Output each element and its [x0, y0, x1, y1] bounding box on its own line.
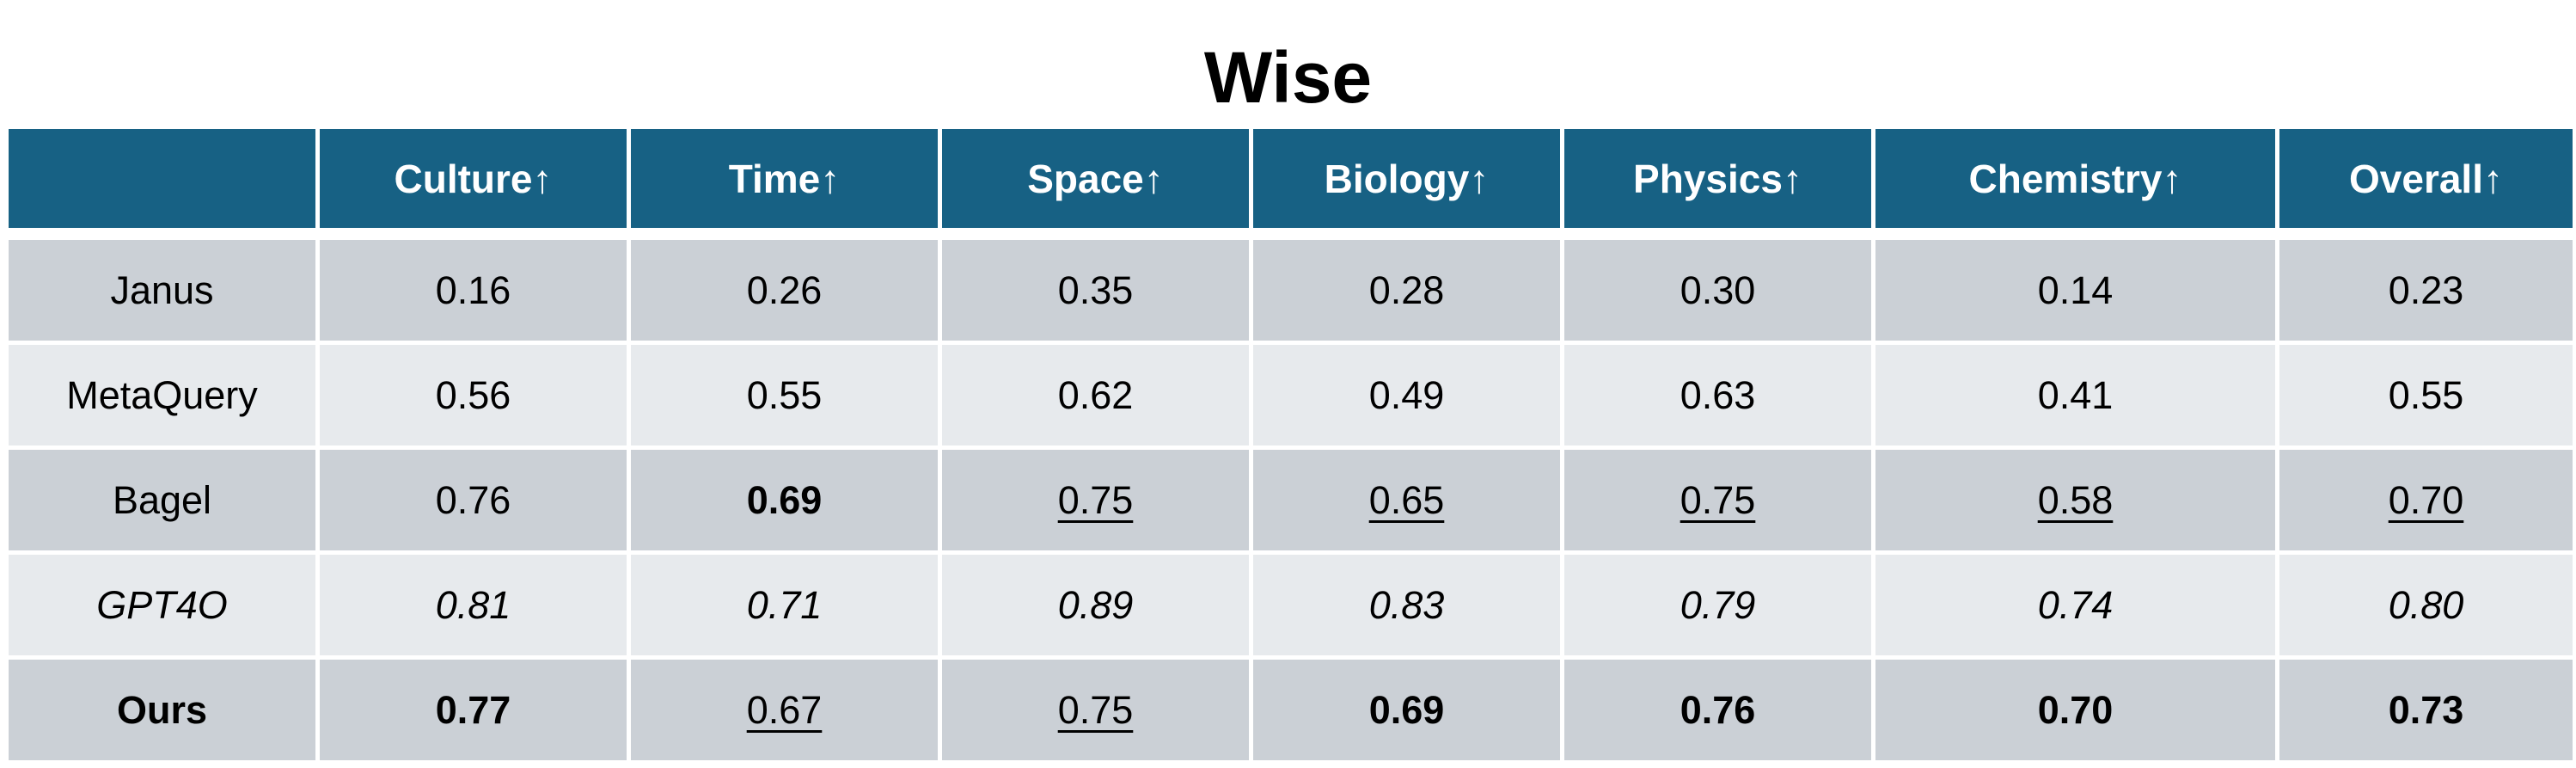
- score-cell: 0.62: [938, 341, 1253, 450]
- score-value: 0.75: [1057, 687, 1134, 732]
- results-table: Culture↑ Time↑ Space↑ Biology↑ Physics↑ Chemi…: [4, 125, 2576, 765]
- score-value: 0.74: [2037, 582, 2114, 627]
- model-name-cell: MetaQuery: [4, 341, 320, 450]
- score-value: 0.81: [435, 582, 511, 627]
- model-name-cell: Bagel: [4, 445, 320, 555]
- score-value: 0.58: [2037, 477, 2114, 522]
- score-cell: 0.49: [1249, 341, 1564, 450]
- header-cell-1: Culture↑: [315, 125, 631, 237]
- score-value: 0.71: [746, 582, 823, 627]
- score-value: 0.83: [1368, 582, 1445, 627]
- score-value: 0.75: [1680, 477, 1756, 522]
- score-value: 0.77: [435, 687, 511, 732]
- header-cell-7: Overall↑: [2275, 125, 2576, 237]
- table-title: Wise: [1203, 37, 1373, 118]
- score-cell: 0.80: [2275, 550, 2576, 660]
- score-cell: 0.70: [2275, 445, 2576, 555]
- score-value: 0.75: [1057, 477, 1134, 522]
- score-cell: 0.75: [1560, 445, 1875, 555]
- score-value: 0.65: [1368, 477, 1445, 522]
- score-value: 0.28: [1368, 267, 1445, 312]
- score-cell: 0.69: [627, 445, 942, 555]
- score-value: 0.63: [1680, 372, 1756, 417]
- score-cell: 0.58: [1871, 445, 2279, 555]
- table-row: Bagel 0.76 0.69 0.75 0.65 0.75 0.58 0.70: [4, 445, 2576, 555]
- score-cell: 0.30: [1560, 231, 1875, 345]
- score-value: 0.79: [1680, 582, 1756, 627]
- score-cell: 0.67: [627, 655, 942, 765]
- score-value: 0.23: [2388, 267, 2464, 312]
- score-cell: 0.75: [938, 655, 1253, 765]
- score-value: 0.56: [435, 372, 511, 417]
- score-cell: 0.65: [1249, 445, 1564, 555]
- score-cell: 0.79: [1560, 550, 1875, 660]
- score-cell: 0.28: [1249, 231, 1564, 345]
- table-row: GPT4O 0.81 0.71 0.89 0.83 0.79 0.74 0.80: [4, 550, 2576, 660]
- score-value: 0.55: [2388, 372, 2464, 417]
- score-cell: 0.23: [2275, 231, 2576, 345]
- score-value: 0.76: [1680, 687, 1756, 732]
- table-header-row: Culture↑ Time↑ Space↑ Biology↑ Physics↑ Chemi…: [4, 125, 2576, 237]
- score-cell: 0.75: [938, 445, 1253, 555]
- model-name-cell: GPT4O: [4, 550, 320, 660]
- score-cell: 0.76: [1560, 655, 1875, 765]
- score-cell: 0.77: [315, 655, 631, 765]
- header-cell-empty: [4, 125, 320, 237]
- score-value: 0.80: [2388, 582, 2464, 627]
- score-value: 0.89: [1057, 582, 1134, 627]
- score-value: 0.55: [746, 372, 823, 417]
- header-cell-5: Physics↑: [1560, 125, 1875, 237]
- score-cell: 0.83: [1249, 550, 1564, 660]
- header-cell-3: Space↑: [938, 125, 1253, 237]
- score-value: 0.49: [1368, 372, 1445, 417]
- score-value: 0.73: [2388, 687, 2464, 732]
- score-value: 0.30: [1680, 267, 1756, 312]
- header-cell-4: Biology↑: [1249, 125, 1564, 237]
- score-value: 0.26: [746, 267, 823, 312]
- score-value: 0.69: [1368, 687, 1445, 732]
- score-value: 0.14: [2037, 267, 2114, 312]
- model-name-cell: Ours: [4, 655, 320, 765]
- table-row: Janus 0.16 0.26 0.35 0.28 0.30 0.14 0.23: [4, 231, 2576, 345]
- score-value: 0.76: [435, 477, 511, 522]
- score-cell: 0.70: [1871, 655, 2279, 765]
- score-cell: 0.71: [627, 550, 942, 660]
- score-cell: 0.69: [1249, 655, 1564, 765]
- score-cell: 0.74: [1871, 550, 2279, 660]
- score-cell: 0.55: [627, 341, 942, 450]
- table-body: Janus 0.16 0.26 0.35 0.28 0.30 0.14 0.23 MetaQue…: [4, 231, 2576, 765]
- score-cell: 0.41: [1871, 341, 2279, 450]
- score-cell: 0.63: [1560, 341, 1875, 450]
- score-cell: 0.35: [938, 231, 1253, 345]
- score-cell: 0.81: [315, 550, 631, 660]
- score-value: 0.67: [746, 687, 823, 732]
- header-cell-6: Chemistry↑: [1871, 125, 2279, 237]
- model-name-cell: Janus: [4, 231, 320, 345]
- score-cell: 0.14: [1871, 231, 2279, 345]
- score-cell: 0.26: [627, 231, 942, 345]
- score-cell: 0.76: [315, 445, 631, 555]
- score-cell: 0.73: [2275, 655, 2576, 765]
- table-row: Ours 0.77 0.67 0.75 0.69 0.76 0.70 0.73: [4, 655, 2576, 765]
- score-cell: 0.89: [938, 550, 1253, 660]
- score-cell: 0.55: [2275, 341, 2576, 450]
- score-value: 0.62: [1057, 372, 1134, 417]
- score-value: 0.41: [2037, 372, 2114, 417]
- table-row: MetaQuery 0.56 0.55 0.62 0.49 0.63 0.41 0.55: [4, 341, 2576, 450]
- header-cell-2: Time↑: [627, 125, 942, 237]
- score-value: 0.70: [2037, 687, 2114, 732]
- score-value: 0.35: [1057, 267, 1134, 312]
- score-cell: 0.16: [315, 231, 631, 345]
- score-value: 0.69: [746, 477, 823, 522]
- score-value: 0.70: [2388, 477, 2464, 522]
- score-cell: 0.56: [315, 341, 631, 450]
- score-value: 0.16: [435, 267, 511, 312]
